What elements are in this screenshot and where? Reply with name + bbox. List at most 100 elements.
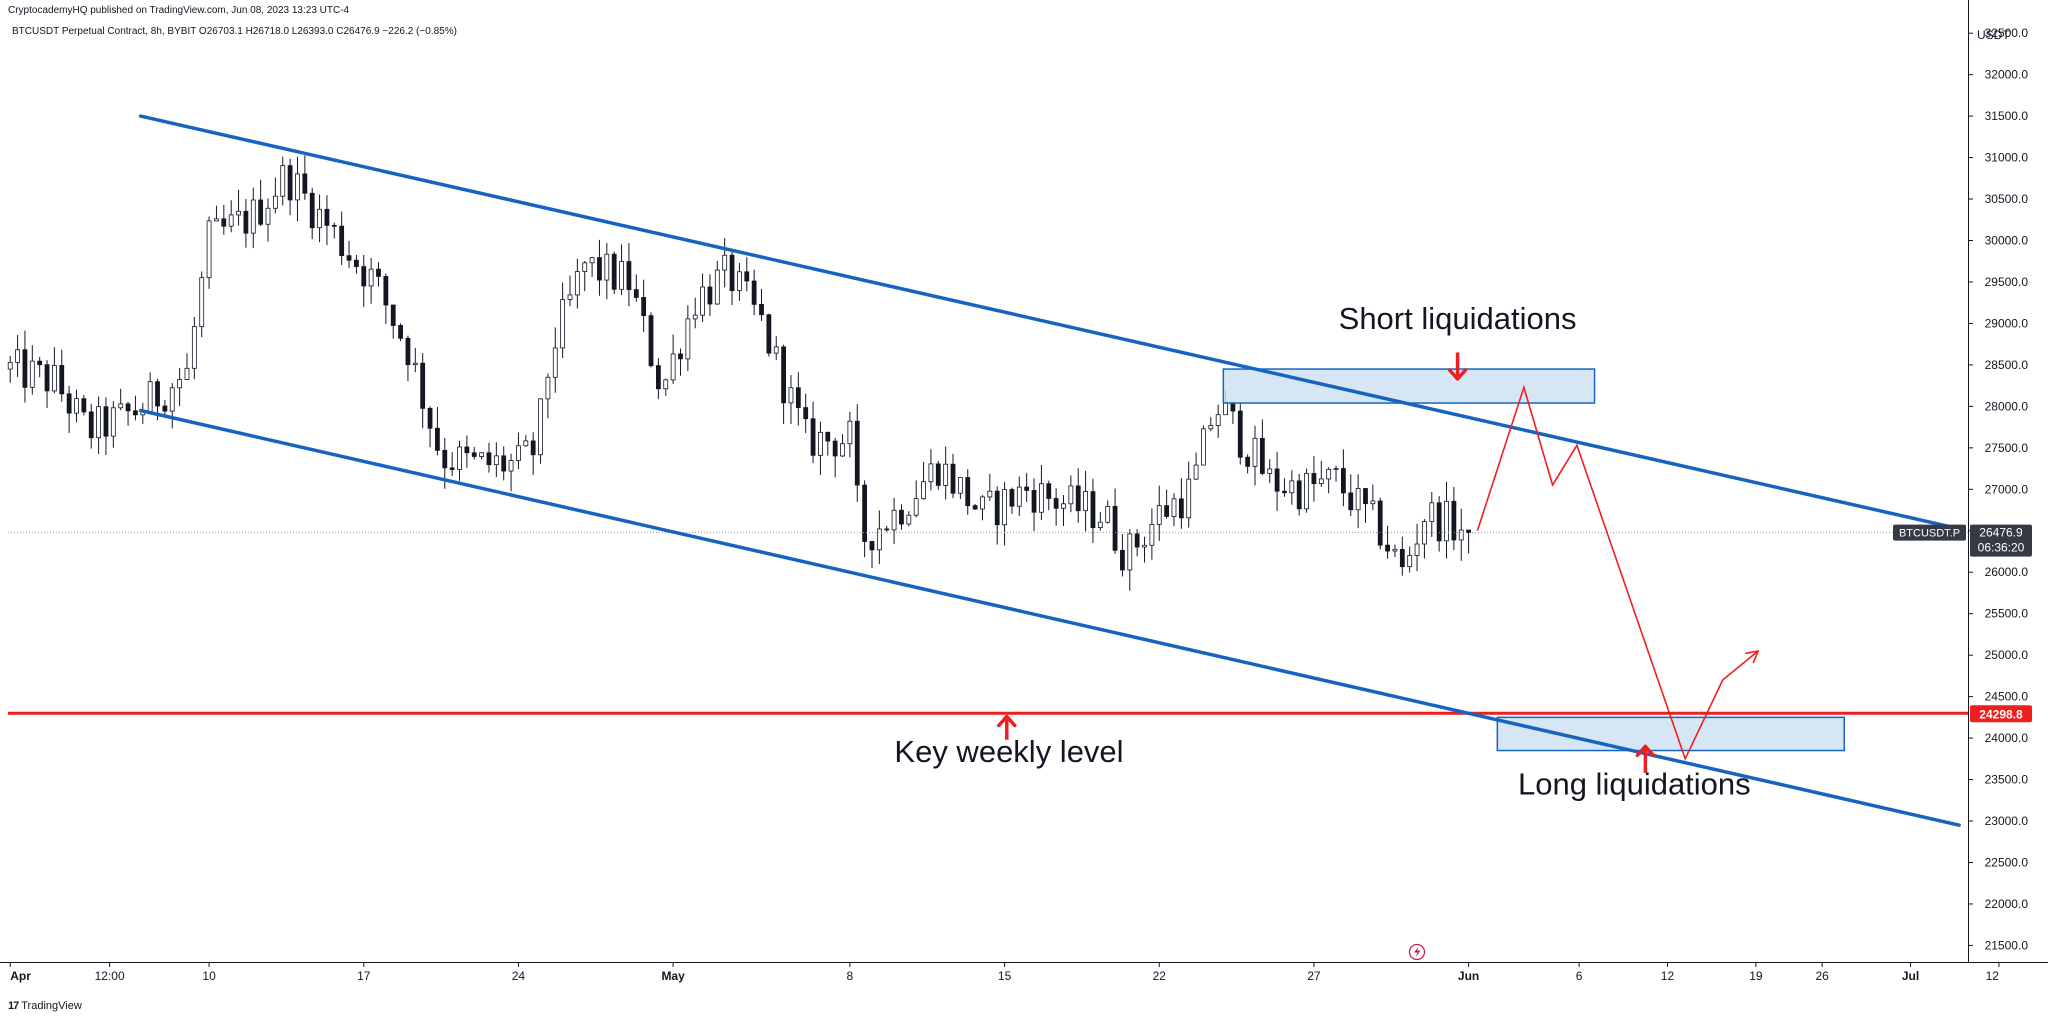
candle-up xyxy=(1414,543,1420,556)
candle-down xyxy=(442,449,448,469)
candle-up xyxy=(96,406,101,439)
candle-up xyxy=(560,299,566,349)
candle-down xyxy=(862,484,868,542)
candle-down xyxy=(1134,533,1140,548)
candle-up xyxy=(1201,428,1206,466)
y-tick-label: 25000.0 xyxy=(1985,648,2029,662)
y-tick-label: 29500.0 xyxy=(1985,275,2029,289)
lightning-icon[interactable] xyxy=(1408,943,1426,961)
price-tags: BTCUSDT.P 26476.906:36:20 24298.8 xyxy=(1893,524,2032,723)
candle-up xyxy=(1407,555,1413,568)
candle-up xyxy=(567,294,573,300)
candle-down xyxy=(1363,488,1368,505)
candle-down xyxy=(729,254,735,292)
candle-up xyxy=(943,463,949,486)
candle-down xyxy=(832,440,838,457)
candle-up xyxy=(1458,529,1464,541)
candle-down xyxy=(1274,468,1280,492)
footer-logo[interactable]: 17 TradingView xyxy=(8,1000,82,1012)
candle-down xyxy=(1237,410,1243,458)
candle-up xyxy=(692,314,698,320)
candle-down xyxy=(1451,500,1457,541)
candle-down xyxy=(155,381,160,407)
candle-down xyxy=(471,452,477,457)
candle-down xyxy=(1377,500,1383,546)
candle-down xyxy=(825,431,831,442)
candle-down xyxy=(648,315,654,367)
candle-up xyxy=(987,490,993,498)
candle-up xyxy=(1392,549,1398,552)
candle-down xyxy=(678,353,683,360)
y-tick-label: 21500.0 xyxy=(1985,938,2029,952)
tradingview-logo-icon: 17 xyxy=(8,1000,19,1012)
x-tick-label: 12 xyxy=(1661,969,1675,983)
candle-down xyxy=(383,275,389,306)
candle-up xyxy=(589,257,595,264)
candle-up xyxy=(412,362,418,366)
y-tick-label: 30500.0 xyxy=(1985,192,2029,206)
last-price-countdown: 06:36:20 xyxy=(1978,541,2025,555)
candle-up xyxy=(191,326,197,369)
candle-down xyxy=(449,467,455,470)
published-header: CryptocademyHQ published on TradingView.… xyxy=(8,5,350,16)
candle-up xyxy=(1370,500,1376,505)
last-price-tag-bg xyxy=(1970,524,2032,557)
candle-down xyxy=(744,271,750,282)
projection-path xyxy=(1476,384,1759,761)
candle-down xyxy=(243,210,249,234)
candle-down xyxy=(751,280,757,305)
candle-up xyxy=(516,445,521,461)
candle-up xyxy=(317,208,322,229)
long-liquidations-label: Long liquidations xyxy=(1518,766,1751,801)
candle-up xyxy=(545,376,551,400)
candle-down xyxy=(427,407,433,429)
candle-up xyxy=(250,199,256,234)
y-tick-label: 24500.0 xyxy=(1985,690,2029,704)
candle-up xyxy=(147,381,153,412)
candle-down xyxy=(125,403,131,412)
candle-down xyxy=(59,365,65,395)
candle-up xyxy=(840,443,845,457)
candle-down xyxy=(221,218,227,227)
candle-up xyxy=(1355,488,1361,511)
candle-up xyxy=(177,379,183,389)
candle-up xyxy=(663,379,669,390)
candle-up xyxy=(685,318,691,360)
short-liquidations-label: Short liquidations xyxy=(1339,301,1577,336)
candle-up xyxy=(604,253,610,281)
candle-down xyxy=(133,410,138,416)
candle-up xyxy=(280,165,286,197)
candle-up xyxy=(714,269,720,305)
candle-down xyxy=(1075,485,1081,512)
symbol-ohlc-line[interactable]: BTCUSDT Perpetual Contract, 8h, BYBIT O2… xyxy=(12,26,457,37)
candle-down xyxy=(965,477,971,507)
key-level-tag-bg xyxy=(1970,705,2032,723)
candle-down xyxy=(1112,505,1118,551)
x-tick-label: 22 xyxy=(1153,969,1167,983)
candle-up xyxy=(1068,485,1074,505)
x-axis-ticks: Apr 12:00 10 17 24 May 8 15 22 27 Jun 6 12 19 26 Jul 12 xyxy=(9,962,2000,983)
candle-up xyxy=(295,173,300,201)
x-tick-label: Apr xyxy=(10,969,31,983)
candle-up xyxy=(1105,505,1111,523)
candle-down xyxy=(1245,456,1251,467)
candle-up xyxy=(619,261,624,290)
channel-line-lower xyxy=(138,408,1961,827)
candle-down xyxy=(287,165,293,201)
candle-down xyxy=(1282,490,1287,494)
symbol-tag-bg xyxy=(1893,524,1966,541)
candle-up xyxy=(265,207,271,225)
y-tick-label: 25500.0 xyxy=(1985,607,2029,621)
candle-up xyxy=(169,387,175,412)
x-tick-label: 12 xyxy=(1986,969,2000,983)
candle-up xyxy=(118,403,124,409)
candle-down xyxy=(641,297,647,317)
x-tick-label: 26 xyxy=(1815,969,1829,983)
price-axis-unit: USDT xyxy=(1977,28,2010,42)
candle-down xyxy=(972,505,978,510)
x-tick-label: 19 xyxy=(1749,969,1763,983)
candle-up xyxy=(368,268,374,287)
key-weekly-level-arrow xyxy=(997,714,1017,740)
